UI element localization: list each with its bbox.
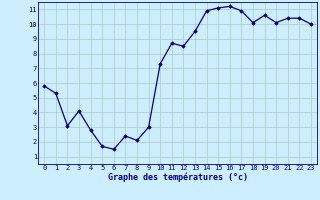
X-axis label: Graphe des températures (°c): Graphe des températures (°c) <box>108 173 248 182</box>
